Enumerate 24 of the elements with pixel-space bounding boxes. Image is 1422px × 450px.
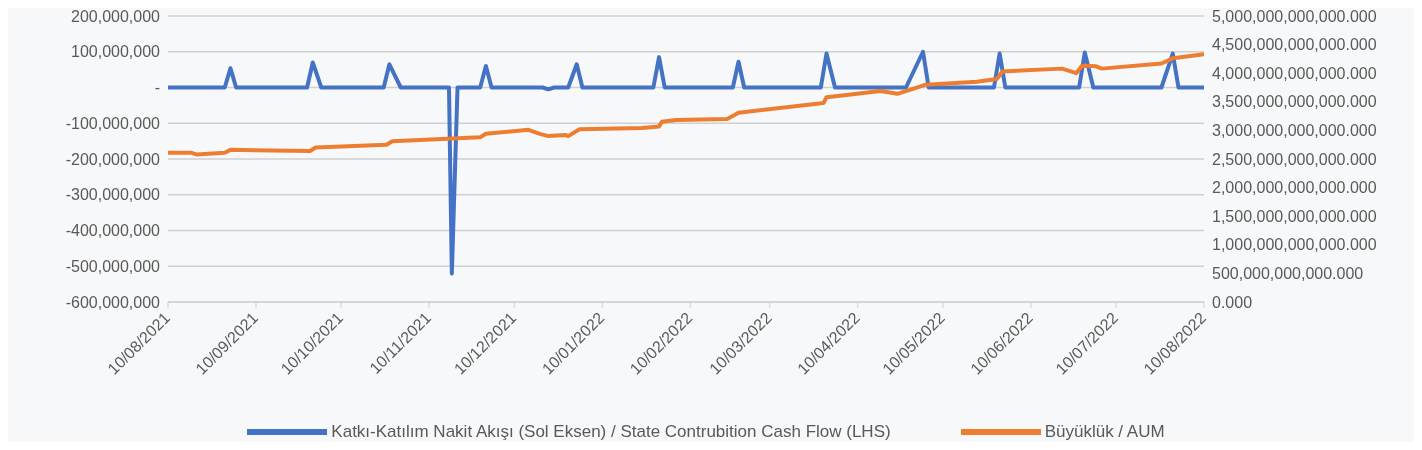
line-series bbox=[168, 52, 1204, 157]
y2-tick-label: 1,000,000,000,000.000 bbox=[1212, 236, 1377, 254]
y-tick-label: -300,000,000 bbox=[65, 186, 161, 204]
y2-tick-label: 4,000,000,000,000.000 bbox=[1212, 64, 1377, 82]
legend-label: Büyüklük / AUM bbox=[1044, 422, 1165, 442]
y-tick-label: -500,000,000 bbox=[65, 257, 161, 275]
y-tick-label: -100,000,000 bbox=[65, 114, 161, 132]
y2-tick-label: 3,500,000,000,000.000 bbox=[1212, 93, 1377, 111]
y2-tick-label: 1,500,000,000,000.000 bbox=[1212, 207, 1377, 225]
y-tick-label: -400,000,000 bbox=[65, 222, 161, 240]
y-tick-label: -600,000,000 bbox=[65, 293, 161, 311]
y2-tick-label: 2,500,000,000,000.000 bbox=[1212, 150, 1377, 168]
legend-label: Katkı-Katılım Nakit Akışı (Sol Eksen) / State Contrubition Cash Flow (LHS) bbox=[331, 422, 891, 442]
y-tick-label: 100,000,000 bbox=[71, 43, 161, 61]
y2-tick-label: 2,000,000,000,000.000 bbox=[1212, 179, 1377, 197]
y-tick-label: -200,000,000 bbox=[65, 150, 161, 168]
y-tick-label: - bbox=[154, 79, 160, 97]
y2-tick-label: 5,000,000,000,000.000 bbox=[1212, 7, 1377, 25]
y2-tick-label: 4,500,000,000,000.000 bbox=[1212, 36, 1377, 54]
y2-tick-label: 3,000,000,000,000.000 bbox=[1212, 122, 1377, 140]
line-series bbox=[168, 49, 1204, 276]
y2-tick-label: 500,000,000,000.000 bbox=[1212, 265, 1364, 283]
y-tick-label: 200,000,000 bbox=[71, 7, 161, 25]
y2-tick-label: 0.000 bbox=[1212, 293, 1253, 311]
